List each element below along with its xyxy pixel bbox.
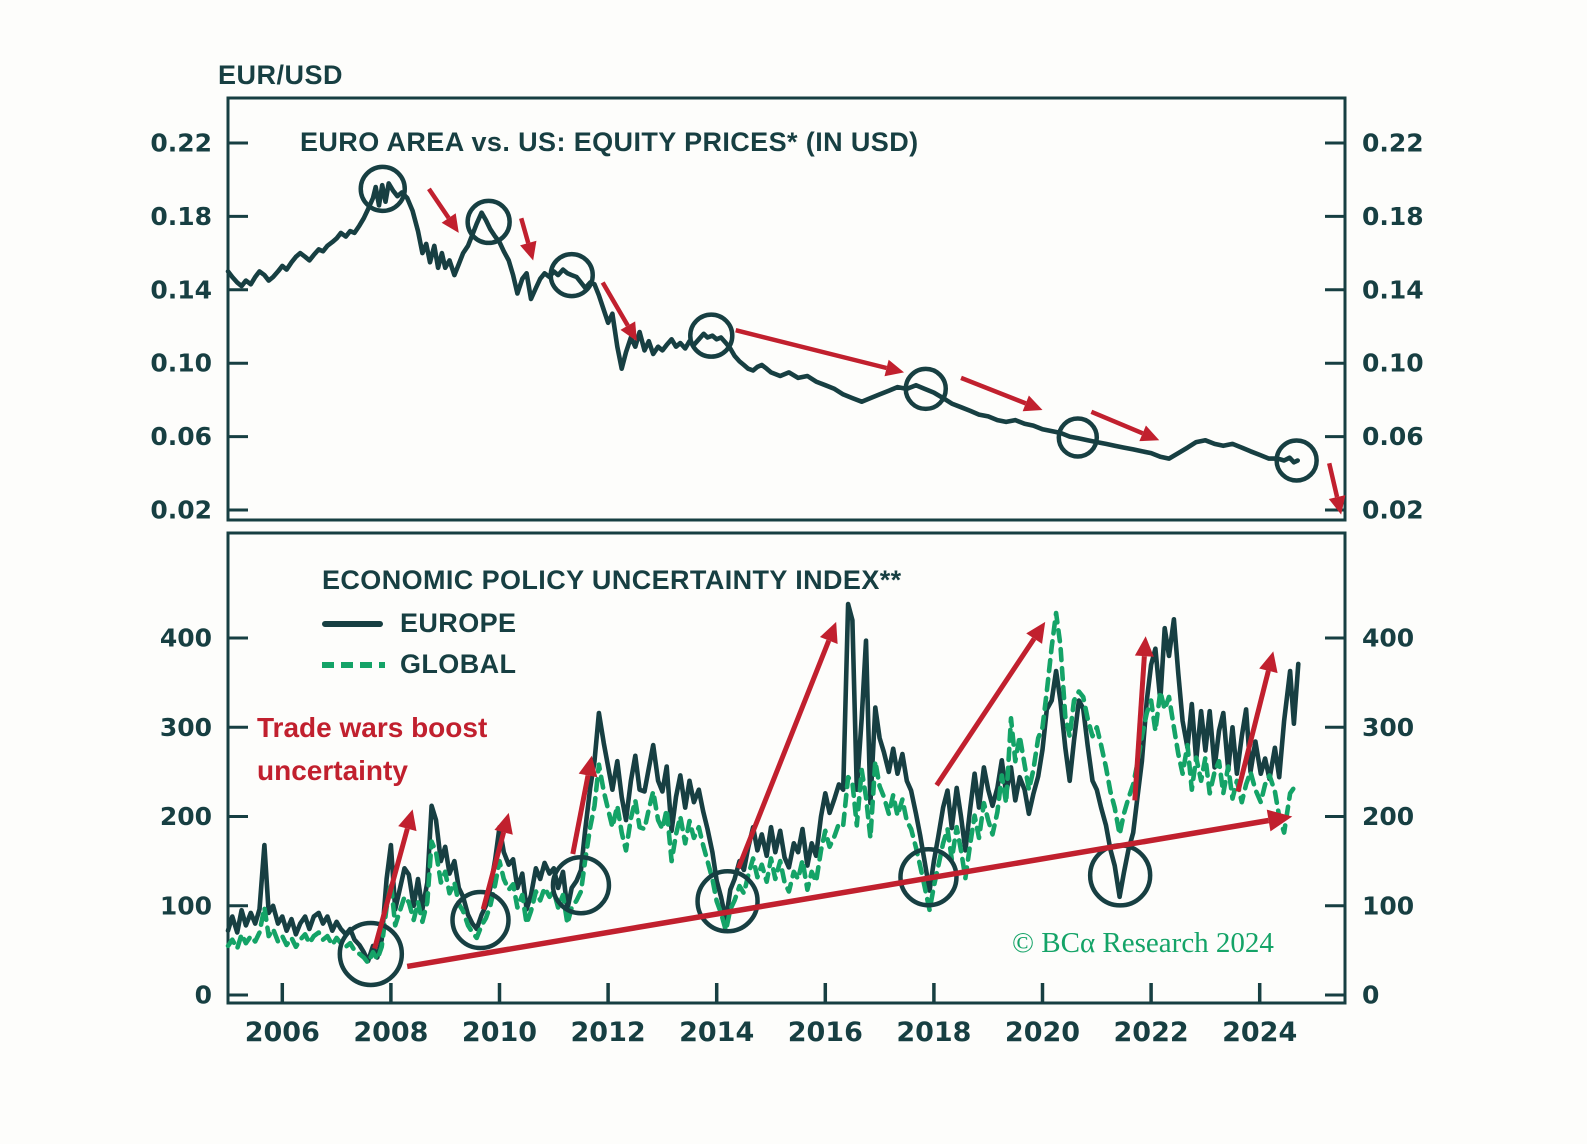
annotation-circle	[358, 164, 408, 214]
y-tick-label-left: 200	[160, 802, 212, 831]
y-tick-label-right: 0	[1362, 981, 1379, 1010]
global-line	[225, 610, 1301, 966]
annotation-arrow	[934, 637, 1037, 787]
y-tick-label-right: 0.06	[1362, 422, 1424, 451]
y-tick-label-left: 400	[160, 624, 212, 653]
x-tick-label: 2018	[896, 1017, 971, 1048]
annotation-arrow	[960, 375, 1027, 406]
y-tick-label-left: 100	[160, 891, 212, 920]
legend-row-global: GLOBAL	[322, 649, 516, 680]
y-tick-label-left: 0.14	[150, 275, 212, 304]
annotation-arrow	[1327, 462, 1340, 498]
annotation-circle	[337, 920, 405, 988]
annotation-arrow-head	[1022, 395, 1043, 412]
y-tick-label-left: 0.06	[150, 422, 212, 451]
annotation-arrow	[1235, 670, 1271, 793]
euro area vs us relative equity prices (in usd)-line	[225, 181, 1300, 465]
annotation-arrow	[736, 639, 832, 870]
y-tick-label-right: 100	[1362, 891, 1414, 920]
y-tick-label-left: 0.22	[150, 129, 212, 158]
annotation-arrow	[519, 217, 531, 244]
annotation-circle	[695, 869, 760, 934]
y-tick-label-right: 200	[1362, 802, 1414, 831]
annotation-arrow	[372, 827, 410, 950]
annotation-arrow-head	[520, 240, 537, 261]
annotation-arrow	[480, 831, 507, 910]
y-tick-label-right: 300	[1362, 713, 1414, 742]
annotation-arrow-head	[884, 359, 905, 377]
annotation-arrow-head	[620, 321, 637, 342]
trend-arrow-head	[1266, 809, 1293, 832]
x-tick-label: 2006	[245, 1017, 320, 1048]
y-tick-label-left: 300	[160, 713, 212, 742]
annotation-arrow-head	[494, 812, 513, 835]
europe-line	[225, 601, 1301, 964]
global-line-swatch	[322, 661, 385, 668]
top-panel-title: EURO AREA vs. US: EQUITY PRICES* (IN USD…	[300, 127, 919, 157]
legend-label-global: GLOBAL	[400, 649, 517, 679]
annotation-arrow	[570, 774, 591, 855]
bottom-panel-border	[226, 531, 1347, 1005]
annotation-arrow-head	[578, 755, 598, 778]
annotation-circle	[550, 854, 612, 916]
y-tick-label-left: 0.18	[150, 202, 212, 231]
y-tick-label-right: 0.18	[1362, 202, 1424, 231]
bca-research-watermark: © BCα Research 2024	[1012, 927, 1274, 959]
y-tick-label-right: 400	[1362, 624, 1414, 653]
trend-arrow	[406, 817, 1270, 970]
annotation-circle	[465, 198, 512, 246]
annotation-circle	[1056, 416, 1100, 459]
y-tick-label-left: 0.02	[150, 496, 212, 525]
y-tick-label-left: 0.10	[150, 349, 212, 378]
x-tick-label: 2016	[788, 1017, 863, 1048]
x-tick-label: 2010	[462, 1017, 537, 1048]
annotation-arrow	[1132, 656, 1147, 801]
annotation-circle	[450, 889, 511, 951]
y-tick-label-left: 0	[195, 981, 212, 1010]
annotation-arrow-head	[398, 809, 417, 832]
annotation-arrow-head	[819, 621, 838, 645]
x-tick-label: 2008	[353, 1017, 428, 1048]
y-axis-unit-label: EUR/USD	[218, 60, 344, 90]
y-tick-label-right: 0.02	[1362, 496, 1424, 525]
x-tick-label: 2014	[679, 1017, 754, 1048]
europe-line-swatch	[322, 620, 383, 627]
annotation-circle	[548, 251, 595, 299]
x-tick-label: 2012	[571, 1017, 646, 1048]
annotation-arrow-head	[441, 213, 459, 233]
top-panel-border	[226, 96, 1347, 522]
annotation-arrow-head	[1259, 651, 1278, 674]
annotation-arrow-head	[1134, 636, 1154, 657]
annotation-circle	[1274, 438, 1319, 483]
annotation-circle	[688, 312, 735, 359]
bottom-panel-title: ECONOMIC POLICY UNCERTAINTY INDEX**	[322, 565, 902, 595]
annotation-arrow-head	[1026, 621, 1046, 644]
legend-label-europe: EUROPE	[400, 608, 517, 638]
annotation-circle	[898, 846, 959, 908]
x-tick-label: 2022	[1114, 1017, 1189, 1048]
x-tick-label: 2024	[1222, 1017, 1297, 1048]
annotation-circle	[903, 366, 949, 412]
y-tick-label-right: 0.14	[1362, 275, 1424, 304]
y-tick-label-right: 0.10	[1362, 349, 1424, 378]
annotation-arrow-head	[1328, 495, 1346, 515]
annotation-arrow	[427, 187, 451, 220]
annotation-arrow	[735, 327, 888, 371]
x-tick-label: 2020	[1005, 1017, 1080, 1048]
annotation-arrow-head	[1139, 425, 1160, 442]
annotation-arrow	[1090, 409, 1144, 436]
trade-wars-annotation: Trade wars boost uncertainty	[257, 712, 488, 786]
y-tick-label-right: 0.22	[1362, 129, 1424, 158]
legend-row-europe: EUROPE	[322, 608, 516, 639]
annotation-arrow	[600, 281, 630, 327]
